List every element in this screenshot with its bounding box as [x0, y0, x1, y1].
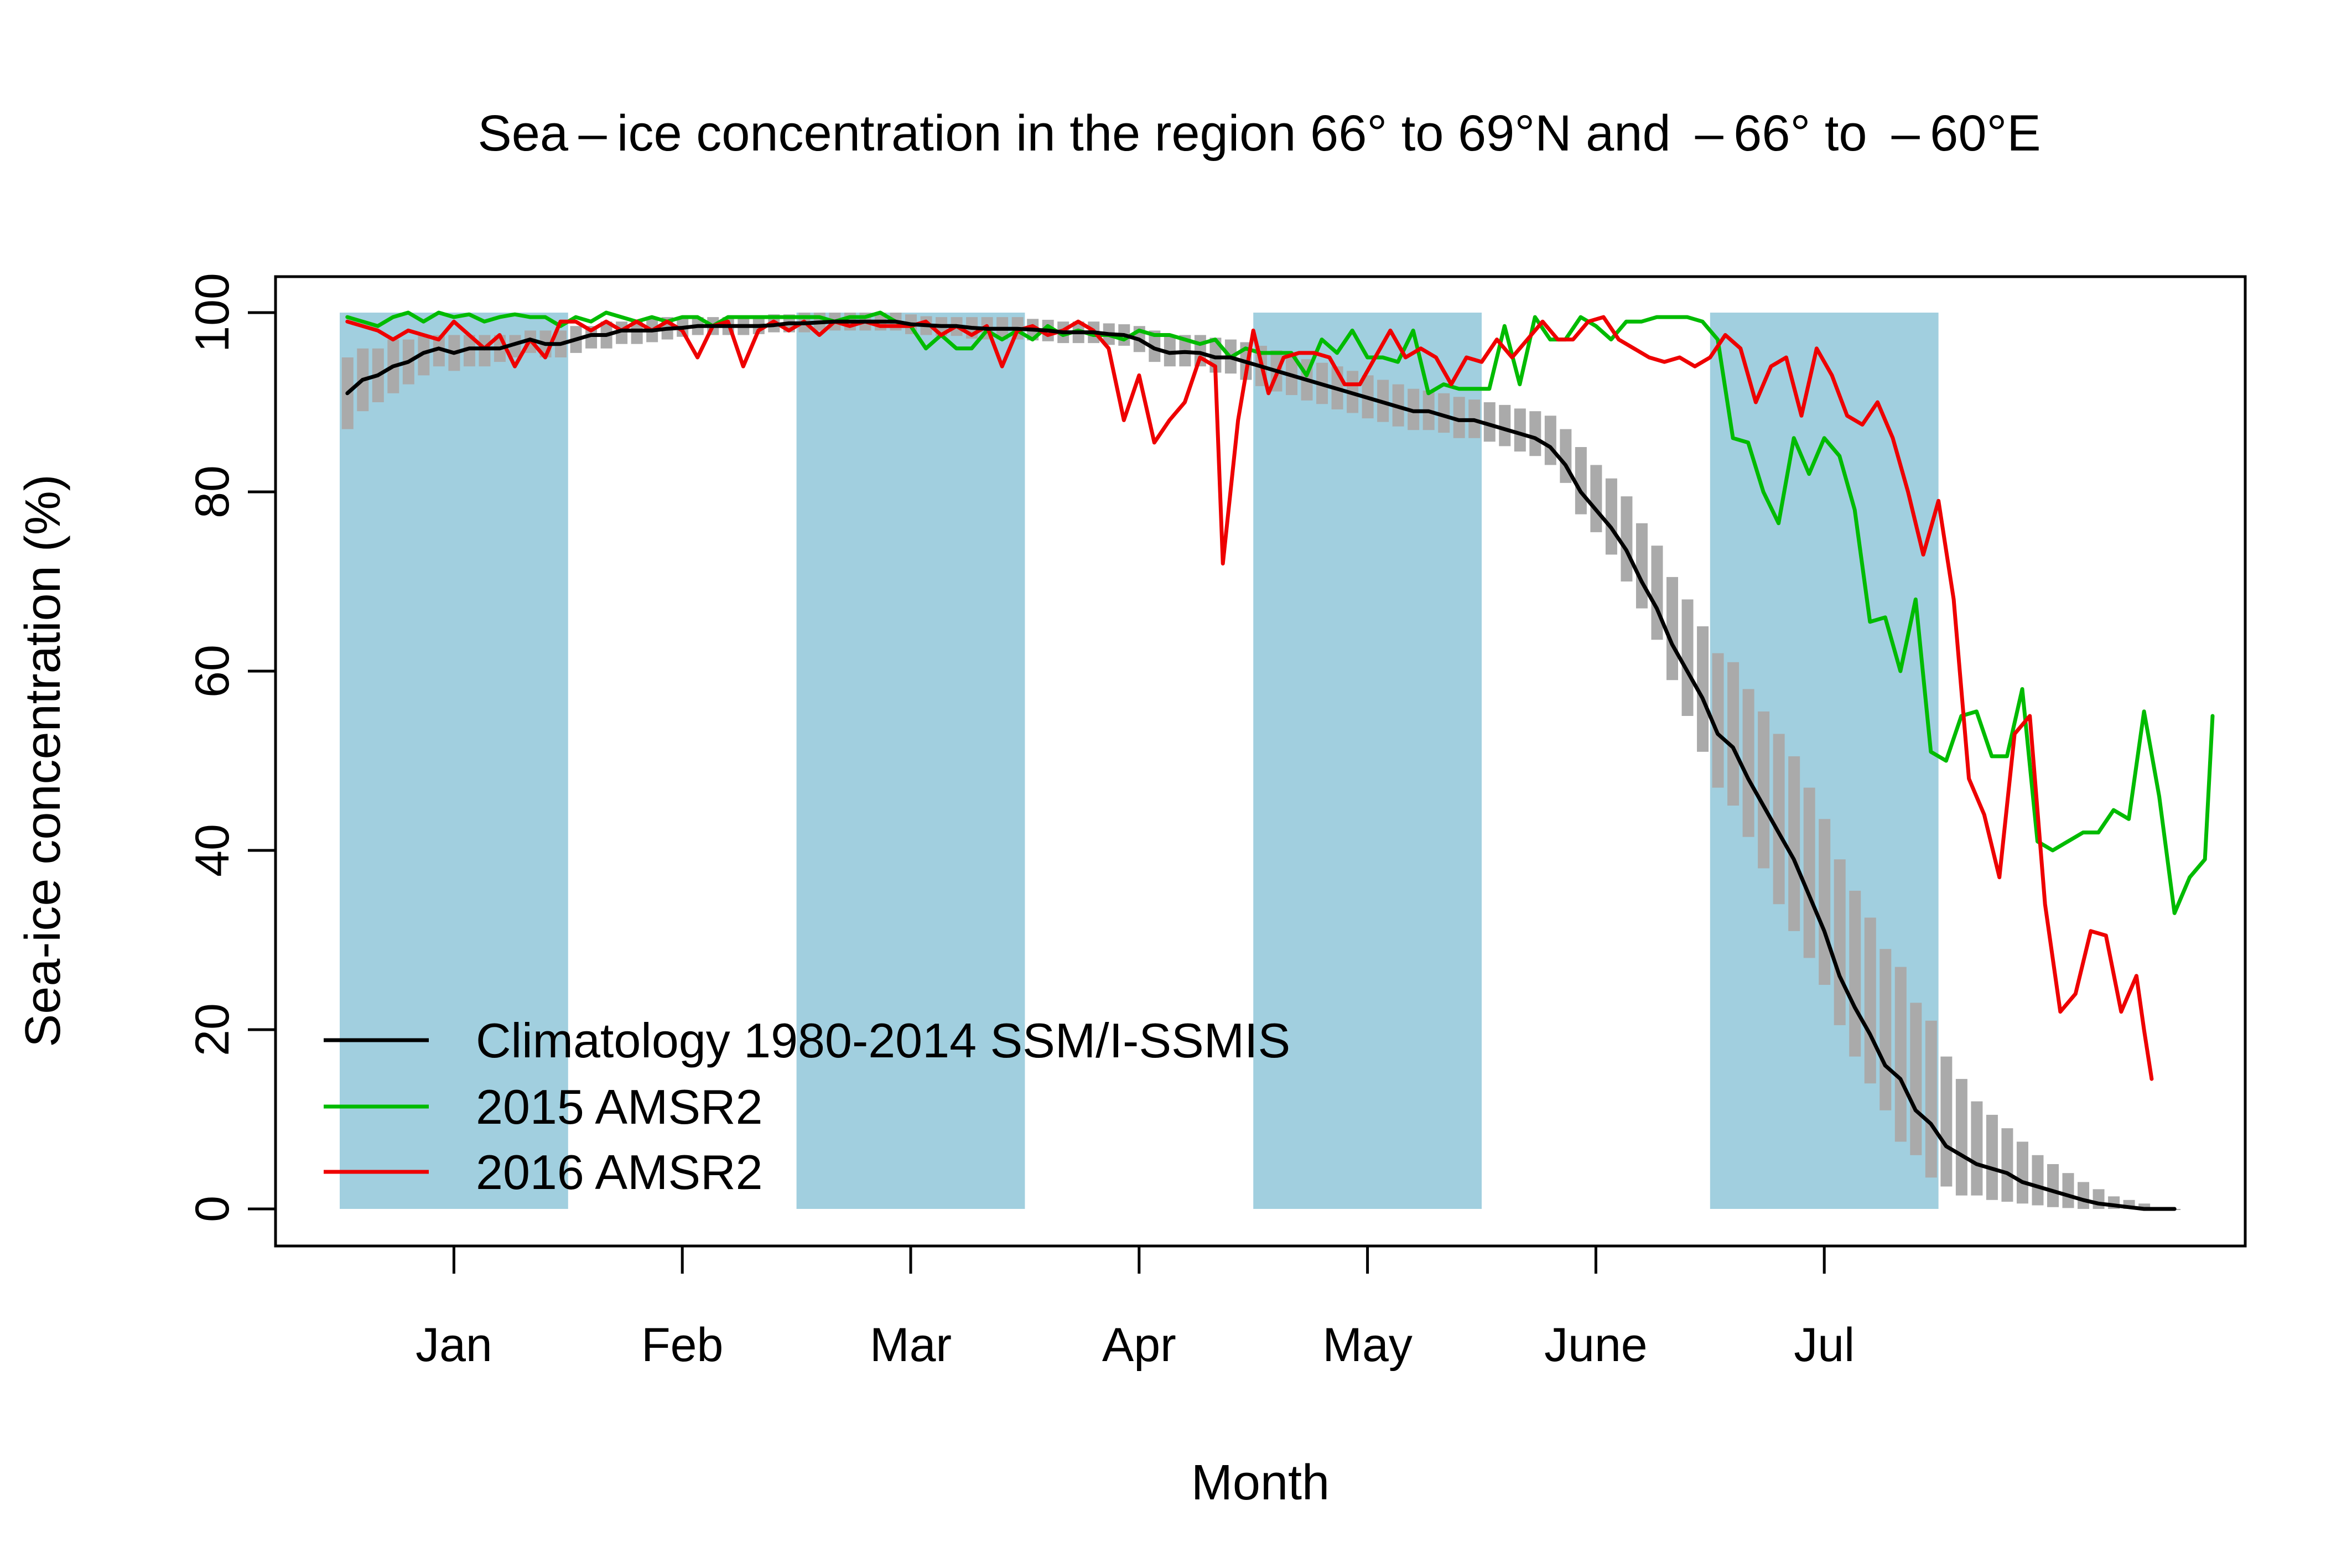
legend-label: 2016 AMSR2	[476, 1145, 763, 1200]
legend: Climatology 1980-2014 SSM/I-SSMIS 2015 AM…	[324, 1013, 1290, 1200]
month-shading-bands	[340, 313, 1939, 1209]
y-axis-title: Sea-ice concentration (%)	[15, 474, 71, 1047]
climatology-spread-bar	[1697, 626, 1709, 752]
climatology-spread-bar	[1925, 1020, 1937, 1178]
climatology-spread-bar	[2016, 1141, 2028, 1204]
climatology-spread-bar	[1894, 967, 1907, 1142]
x-tick-label: May	[1322, 1318, 1412, 1372]
legend-label: Climatology 1980-2014 SSM/I-SSMIS	[476, 1013, 1290, 1068]
climatology-spread-bar	[1940, 1056, 1953, 1187]
x-tick-label: Apr	[1102, 1318, 1176, 1372]
series-line-climatology-1980-2014-ssm-i-ssmis	[345, 319, 2177, 1211]
climatology-spread-bar	[1834, 859, 1846, 1025]
x-axis-title: Month	[1191, 1455, 1330, 1510]
climatology-spread-bar	[1651, 546, 1663, 640]
month-band-1	[340, 313, 568, 1209]
y-tick-label: 100	[186, 273, 239, 352]
climatology-spread-bar	[2138, 1203, 2151, 1209]
climatology-spread-bar	[1727, 662, 1740, 806]
climatology-spread-bar	[1164, 335, 1176, 367]
chart-title: Sea – ice concentration in the region 66…	[477, 105, 2041, 162]
series-lines	[345, 310, 2215, 1211]
climatology-spread-bar	[1788, 756, 1800, 931]
x-tick-label: Feb	[641, 1318, 723, 1372]
y-tick-label: 60	[186, 645, 239, 698]
climatology-spread-bar	[1971, 1101, 1983, 1196]
climatology-spread-bar	[463, 335, 475, 367]
month-band-2	[796, 313, 1025, 1209]
x-tick-label: Jan	[416, 1318, 492, 1372]
climatology-spread-bar	[1544, 416, 1556, 465]
y-axis: 0 20 40 60 80 100	[186, 273, 277, 1222]
climatology-spread-bar	[1453, 397, 1465, 438]
climatology-spread-bar	[1605, 478, 1617, 555]
y-tick-label: 40	[186, 824, 239, 877]
month-band-3	[1253, 313, 1482, 1209]
climatology-spread-bar	[1590, 465, 1602, 532]
climatology-spread-bar	[1483, 402, 1496, 442]
climatology-spread-bar	[1666, 577, 1678, 681]
climatology-spread-bar	[1514, 408, 1526, 452]
climatology-spread-bar	[1819, 819, 1831, 985]
climatology-spread-bar	[433, 335, 445, 367]
climatology-spread-bar	[1864, 917, 1876, 1084]
x-tick-label: Mar	[870, 1318, 952, 1372]
legend-label: 2015 AMSR2	[476, 1079, 763, 1134]
climatology-spread-bar	[1149, 330, 1161, 362]
climatology-spread-bar	[418, 335, 430, 376]
climatology-spread-bar	[1758, 711, 1770, 869]
climatology-spread-bar	[585, 326, 598, 349]
climatology-spread-bar	[509, 335, 521, 357]
climatology-spread-bar	[2032, 1155, 2044, 1206]
climatology-spread-bar	[479, 335, 491, 367]
climatology-spread-bar	[1955, 1079, 1967, 1196]
climatology-spread-bar	[1438, 393, 1450, 433]
climatology-spread-bar	[1681, 599, 1694, 716]
y-tick-label: 80	[186, 465, 239, 518]
y-tick-label: 20	[186, 1003, 239, 1056]
climatology-spread-bar	[1499, 404, 1511, 446]
climatology-spread-bar	[1621, 496, 1633, 581]
climatology-spread-bar	[1636, 523, 1648, 609]
climatology-spread-bar	[1803, 787, 1815, 958]
x-tick-label: Jul	[1794, 1318, 1855, 1372]
climatology-spread-bar	[1986, 1114, 1998, 1200]
climatology-spread-bar	[1849, 890, 1861, 1057]
x-tick-label: June	[1544, 1318, 1648, 1372]
climatology-spread-bar	[1575, 447, 1587, 515]
climatology-spread-bar	[631, 321, 643, 344]
y-tick-label: 0	[186, 1196, 239, 1222]
climatology-spread-bar	[2001, 1128, 2013, 1202]
climatology-spread-bar	[1742, 689, 1754, 837]
climatology-spread-bar	[2078, 1182, 2090, 1209]
series-line-2015-amsr2	[345, 310, 2215, 915]
climatology-spread-bar	[1910, 1003, 1922, 1155]
x-axis: Jan Feb Mar Apr May June Jul	[416, 1244, 1855, 1372]
climatology-spread-bar	[1529, 411, 1541, 456]
climatology-spread-bar	[1773, 734, 1785, 905]
climatology-spread-bar	[1879, 949, 1892, 1110]
climatology-spread-bar	[2062, 1173, 2074, 1208]
climatology-spread-bar	[2047, 1164, 2059, 1207]
climatology-spread-bar	[1712, 653, 1724, 788]
